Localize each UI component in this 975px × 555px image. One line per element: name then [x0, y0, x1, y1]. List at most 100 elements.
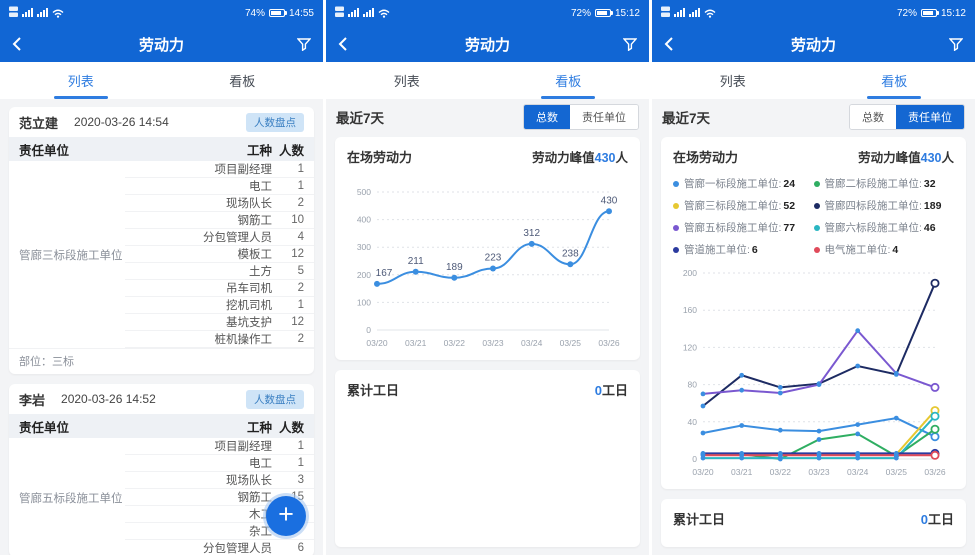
tab-board[interactable]: 看板 [162, 62, 324, 99]
screen-board-by-unit: 72% 15:12 劳动力 列表 看板 最近7天 总数 责任单位 [652, 0, 975, 555]
legend-item: 管廊四标段施工单位: 189 [813, 198, 955, 213]
battery-icon [920, 9, 939, 17]
svg-text:200: 200 [357, 270, 371, 280]
tab-board[interactable]: 看板 [488, 62, 650, 99]
legend-item: 管道施工单位: 6 [673, 242, 814, 257]
table-row: 基坑支护 12 [124, 314, 314, 331]
table-row: 吊车司机 2 [124, 280, 314, 297]
svg-text:03/26: 03/26 [924, 467, 946, 477]
svg-text:100: 100 [357, 297, 371, 307]
toggle-by-unit[interactable]: 责任单位 [896, 105, 964, 129]
legend-item: 管廊五标段施工单位: 77 [673, 220, 814, 235]
back-button[interactable] [338, 36, 348, 52]
date-range-label: 最近7天 [662, 111, 711, 126]
board-content: 最近7天 总数 责任单位 在场劳动力 劳动力峰值430人 管廊一标段施工单位: … [652, 99, 975, 555]
col-count: 人数 [278, 143, 304, 158]
nav-bar: 劳动力 [326, 26, 649, 62]
svg-text:40: 40 [688, 417, 698, 427]
col-unit: 责任单位 [19, 143, 70, 158]
tab-list[interactable]: 列表 [326, 62, 488, 99]
table-row: 土方 5 [124, 263, 314, 280]
svg-text:03/21: 03/21 [731, 467, 753, 477]
tab-list[interactable]: 列表 [652, 62, 814, 99]
svg-text:167: 167 [376, 268, 393, 279]
table-header: 责任单位 工种 人数 [9, 137, 314, 161]
table-body: 管廊五标段施工单位项目副经理1电工1现场队长3钢筋工15木工10杂工分包管理人员… [9, 438, 314, 555]
table-row: 模板工 12 [124, 246, 314, 263]
workdays-label: 累计工日 [347, 383, 400, 398]
svg-text:312: 312 [523, 228, 540, 239]
peak-value-label: 劳动力峰值430人 [858, 151, 954, 165]
svg-text:03/25: 03/25 [886, 467, 908, 477]
list-content: 范立建 2020-03-26 14:54 人数盘点 责任单位 工种 人数 管廊三… [0, 99, 323, 555]
peak-value-label: 劳动力峰值430人 [532, 151, 628, 165]
svg-text:189: 189 [446, 262, 463, 273]
svg-text:03/25: 03/25 [560, 338, 582, 348]
tab-bar: 列表 看板 [0, 62, 323, 99]
tab-board[interactable]: 看板 [814, 62, 975, 99]
svg-text:200: 200 [683, 268, 697, 278]
legend-dot-icon [673, 202, 679, 209]
back-button[interactable] [664, 36, 674, 52]
tab-bar: 列表 看板 [652, 62, 975, 99]
table-row: 现场队长 3 [124, 472, 314, 489]
reporter-name: 范立建 [19, 115, 59, 131]
status-bar: 72% 15:12 [652, 0, 975, 26]
tab-list[interactable]: 列表 [0, 62, 162, 99]
total-line-chart: 0 100 200 300 400 500 03/20 03/21 03/22 03/23 03/2… [357, 187, 620, 348]
signal-wifi-icons [9, 6, 67, 21]
col-unit: 责任单位 [19, 420, 70, 435]
back-button[interactable] [12, 36, 22, 52]
view-toggle: 总数 责任单位 [523, 104, 639, 130]
svg-text:03/22: 03/22 [770, 467, 792, 477]
signal-wifi-icons [661, 6, 719, 21]
nav-bar: 劳动力 [652, 26, 975, 62]
toggle-by-unit[interactable]: 责任单位 [570, 105, 638, 129]
filter-icon[interactable] [297, 37, 311, 51]
card-header: 范立建 2020-03-26 14:54 人数盘点 [9, 107, 314, 137]
col-work: 工种 [246, 420, 272, 435]
toggle-total[interactable]: 总数 [524, 105, 570, 129]
status-time: 14:55 [288, 7, 314, 19]
chart-legend: 管廊一标段施工单位: 24 管廊二标段施工单位: 32 管廊三标段施工单位: 52 管… [673, 176, 954, 257]
legend-dot-icon [813, 224, 820, 231]
signal-wifi-icons [335, 6, 393, 21]
table-row: 桩机操作工 2 [124, 331, 314, 348]
card-footer: 部位：三标 [9, 348, 314, 374]
svg-text:500: 500 [357, 187, 371, 197]
record-card-1[interactable]: 范立建 2020-03-26 14:54 人数盘点 责任单位 工种 人数 管廊三… [9, 107, 314, 374]
record-type-badge: 人数盘点 [246, 112, 304, 132]
labor-chart-card: 在场劳动力 劳动力峰值430人 管廊一标段施工单位: 24 管廊二标段施工单位: … [661, 137, 966, 489]
toggle-total[interactable]: 总数 [850, 105, 896, 129]
status-time: 15:12 [614, 7, 640, 19]
legend-dot-icon [673, 180, 679, 187]
svg-text:211: 211 [408, 256, 424, 267]
battery-icon [594, 9, 613, 17]
record-datetime: 2020-03-26 14:54 [74, 115, 169, 129]
table-header: 责任单位 工种 人数 [9, 414, 314, 438]
add-button[interactable]: + [266, 496, 306, 536]
record-card-2[interactable]: 李岩 2020-03-26 14:52 人数盘点 责任单位 工种 人数 管廊五标… [9, 384, 314, 555]
date-range-label: 最近7天 [336, 111, 385, 126]
svg-text:223: 223 [485, 253, 502, 264]
workdays-value: 0工日 [594, 383, 628, 398]
table-row: 电工 1 [124, 455, 314, 472]
legend-dot-icon [673, 246, 679, 253]
tab-list-label: 列表 [719, 74, 746, 89]
chart-title: 在场劳动力 [673, 150, 739, 165]
svg-text:0: 0 [366, 325, 371, 335]
legend-dot-icon [813, 246, 820, 253]
svg-text:120: 120 [683, 342, 697, 352]
board-content: 最近7天 总数 责任单位 在场劳动力 劳动力峰值430人 0 100 200 300 4… [326, 99, 649, 555]
workdays-label: 累计工日 [673, 512, 726, 527]
svg-text:03/23: 03/23 [808, 467, 830, 477]
svg-text:0: 0 [692, 454, 697, 464]
tab-board-label: 看板 [881, 74, 908, 89]
card-header: 李岩 2020-03-26 14:52 人数盘点 [9, 384, 314, 414]
svg-text:03/20: 03/20 [366, 338, 388, 348]
svg-text:03/21: 03/21 [405, 338, 427, 348]
filter-icon[interactable] [949, 37, 963, 51]
labor-chart-card: 在场劳动力 劳动力峰值430人 0 100 200 300 400 500 03/20 03/… [335, 137, 640, 360]
filter-icon[interactable] [623, 37, 637, 51]
screen-list: 74% 14:55 劳动力 列表 看板 范立建 2020-03-26 14:54 [0, 0, 323, 555]
